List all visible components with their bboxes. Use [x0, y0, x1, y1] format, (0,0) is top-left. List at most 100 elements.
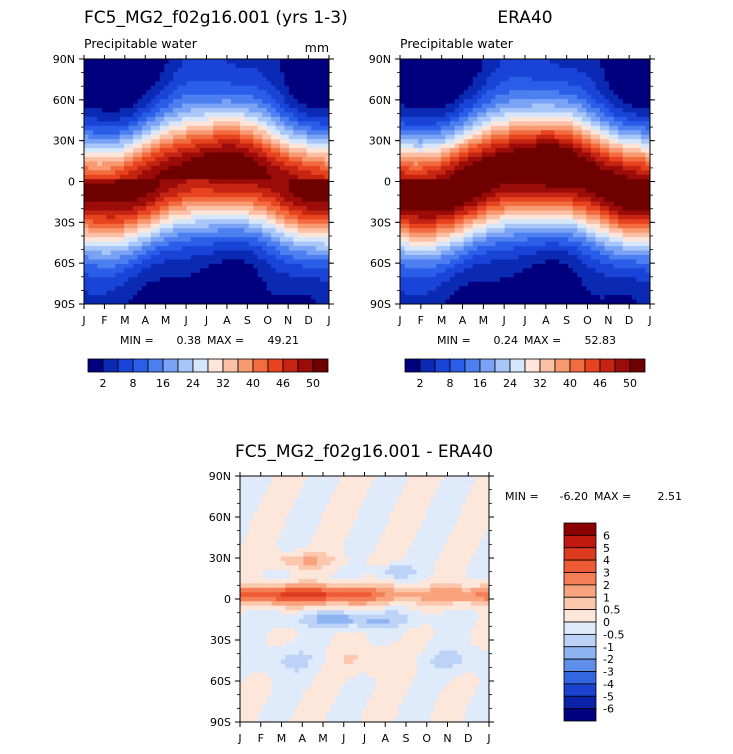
contour-cell — [324, 241, 329, 247]
contour-cell — [280, 67, 286, 73]
contour-cell — [320, 165, 326, 171]
contour-cell — [513, 108, 519, 114]
contour-cell — [486, 139, 492, 145]
contour-cell — [400, 174, 406, 180]
contour-cell — [239, 268, 245, 274]
contour-cell — [280, 81, 286, 87]
contour-cell — [418, 63, 424, 69]
contour-cell — [572, 85, 578, 91]
contour-cell — [195, 219, 201, 225]
contour-cell — [128, 219, 134, 225]
contour-cell — [235, 99, 241, 105]
contour-cell — [190, 259, 196, 265]
contour-cell — [293, 272, 299, 278]
contour-cell — [427, 206, 433, 212]
contour-cell — [486, 108, 492, 114]
contour-cell — [199, 94, 205, 100]
contour-cell — [477, 112, 483, 118]
contour-cell — [128, 63, 134, 69]
contour-cell — [577, 112, 583, 118]
contour-cell — [527, 183, 533, 189]
contour-cell — [150, 268, 156, 274]
contour-cell — [311, 170, 317, 176]
contour-cell — [204, 228, 210, 234]
contour-cell — [613, 90, 619, 96]
contour-cell — [177, 134, 183, 140]
contour-cell — [288, 206, 294, 212]
contour-cell — [297, 210, 303, 216]
contour-cell — [177, 263, 183, 269]
contour-cell — [275, 108, 281, 114]
contour-cell — [106, 116, 112, 122]
contour-cell — [631, 143, 637, 149]
contour-cell — [320, 67, 326, 73]
contour-cell — [554, 85, 560, 91]
contour-cell — [253, 223, 259, 229]
contour-cell — [288, 201, 294, 207]
contour-cell — [536, 161, 542, 167]
x-tick-label: F — [101, 314, 107, 327]
contour-cell — [481, 179, 487, 185]
contour-cell — [248, 139, 254, 145]
y-tick-label: 30S — [54, 216, 75, 229]
contour-cell — [436, 121, 442, 127]
contour-cell — [427, 90, 433, 96]
contour-cell — [324, 59, 329, 65]
contour-cell — [431, 206, 437, 212]
contour-cell — [271, 219, 277, 225]
contour-cell — [190, 197, 196, 203]
contour-cell — [559, 112, 565, 118]
contour-cell — [208, 170, 214, 176]
contour-cell — [413, 116, 419, 122]
contour-cell — [572, 94, 578, 100]
contour-cell — [631, 59, 637, 65]
contour-cell — [280, 139, 286, 145]
contour-cell — [568, 108, 574, 114]
contour-cell — [490, 121, 497, 127]
contour-cell — [186, 59, 192, 65]
contour-cell — [110, 67, 116, 73]
contour-cell — [540, 148, 547, 154]
contour-cell — [595, 72, 601, 78]
contour-cell — [531, 59, 537, 65]
contour-cell — [297, 232, 303, 238]
contour-cell — [311, 108, 317, 114]
contour-cell — [97, 63, 103, 69]
contour-cell — [531, 165, 537, 171]
contour-cell — [613, 161, 619, 167]
contour-cell — [645, 76, 650, 82]
contour-cell — [572, 103, 578, 109]
contour-cell — [324, 188, 329, 194]
contour-cell — [636, 103, 642, 109]
contour-cell — [177, 290, 183, 296]
contour-cell — [275, 130, 281, 136]
contour-cell — [141, 161, 147, 167]
contour-cell — [284, 223, 290, 229]
contour-cell — [128, 259, 134, 265]
contour-cell — [97, 165, 103, 171]
contour-cell — [128, 170, 134, 176]
contour-cell — [257, 197, 263, 203]
contour-cell — [190, 210, 196, 216]
contour-cell — [248, 152, 254, 158]
contour-cell — [248, 223, 254, 229]
contour-cell — [590, 130, 597, 136]
contour-cell — [522, 192, 528, 198]
colorbar-label: 2 — [100, 377, 107, 390]
contour-cell — [275, 139, 281, 145]
contour-cell — [204, 94, 210, 100]
contour-cell — [311, 295, 317, 301]
contour-cell — [262, 214, 268, 220]
contour-cell — [481, 206, 487, 212]
contour-cell — [88, 299, 94, 304]
contour-cell — [257, 94, 263, 100]
contour-cell — [182, 67, 188, 73]
contour-cell — [636, 170, 642, 176]
contour-cell — [266, 116, 272, 122]
contour-cell — [636, 72, 642, 78]
contour-cell — [177, 59, 183, 65]
contour-cell — [235, 81, 241, 87]
contour-cell — [195, 268, 201, 274]
contour-cell — [468, 108, 474, 114]
contour-cell — [106, 72, 112, 78]
